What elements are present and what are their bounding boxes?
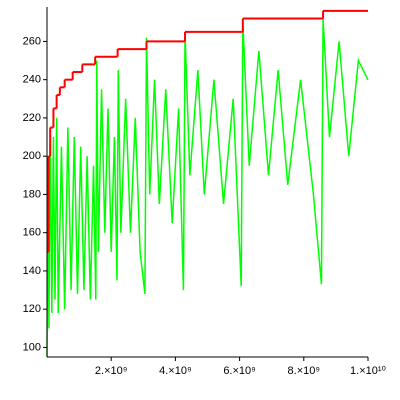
y-tick-label: 200 bbox=[23, 150, 41, 162]
data-line bbox=[46, 18, 369, 358]
x-tick-label: 8.×10⁹ bbox=[288, 365, 321, 377]
y-tick-label: 220 bbox=[23, 112, 41, 124]
y-tick-label: 160 bbox=[23, 227, 41, 239]
y-tick-label: 140 bbox=[23, 265, 41, 277]
y-tick-label: 240 bbox=[23, 74, 41, 86]
x-tick-label: 1.×10¹⁰ bbox=[350, 365, 386, 377]
x-tick-label: 6.×10⁹ bbox=[223, 365, 256, 377]
x-tick-label: 2.×10⁹ bbox=[95, 365, 128, 377]
x-tick-label: 4.×10⁹ bbox=[159, 365, 192, 377]
y-tick-label: 120 bbox=[23, 303, 41, 315]
y-tick-label: 180 bbox=[23, 188, 41, 200]
y-tick-label: 260 bbox=[23, 35, 41, 47]
y-tick-label: 100 bbox=[23, 341, 41, 353]
